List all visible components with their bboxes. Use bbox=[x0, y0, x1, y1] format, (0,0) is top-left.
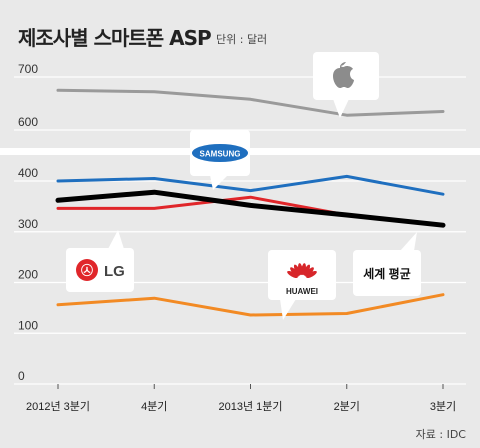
world-average-callout: 세계 평균 bbox=[353, 232, 421, 296]
y-tick-label-700: 700 bbox=[18, 62, 38, 76]
y-tick-label-300: 300 bbox=[18, 217, 38, 231]
samsung-callout: SAMSUNG bbox=[190, 130, 250, 190]
y-tick-label-100: 100 bbox=[18, 318, 38, 332]
huawei-callout: HUAWEI bbox=[268, 250, 336, 320]
huawei-logo-icon bbox=[287, 263, 317, 279]
lg-face-icon: ㉦ bbox=[81, 263, 93, 278]
y-tick-labels: 0 100 200 300 400 600 700 bbox=[18, 62, 38, 383]
y-tick-label-0: 0 bbox=[18, 369, 25, 383]
series-line-apple bbox=[56, 88, 445, 117]
x-tick-label: 2012년 3분기 bbox=[26, 400, 90, 413]
world-average-callout-box bbox=[353, 250, 421, 296]
x-tick-label: 3분기 bbox=[430, 400, 456, 413]
x-tick-label: 2013년 1분기 bbox=[218, 400, 282, 413]
samsung-logo-icon bbox=[192, 144, 248, 162]
lg-callout-pointer bbox=[108, 230, 124, 249]
grid-layer bbox=[14, 76, 466, 385]
lg-callout: ㉦ LG bbox=[66, 230, 134, 292]
lg-callout-box bbox=[66, 248, 134, 292]
samsung-label: SAMSUNG bbox=[200, 150, 241, 159]
lg-logo-icon bbox=[76, 259, 98, 281]
huawei-callout-pointer bbox=[280, 299, 296, 320]
source-note: 자료 : IDC bbox=[415, 428, 466, 441]
huawei-callout-box bbox=[268, 250, 336, 300]
y-tick-label-400: 400 bbox=[18, 166, 38, 180]
apple-callout-pointer bbox=[333, 99, 349, 118]
apple-callout bbox=[313, 52, 379, 118]
y-tick-label-600: 600 bbox=[18, 115, 38, 129]
world-average-callout-pointer bbox=[400, 232, 417, 251]
x-tick-label: 4분기 bbox=[141, 400, 167, 413]
world-average-label: 세계 평균 bbox=[363, 266, 411, 281]
series-line-world_average bbox=[55, 189, 446, 228]
y-tick-label-200: 200 bbox=[18, 268, 38, 282]
lg-label: LG bbox=[104, 263, 125, 280]
apple-logo-icon bbox=[333, 62, 354, 88]
chart-title: 제조사별 스마트폰 ASP bbox=[18, 26, 212, 50]
huawei-label: HUAWEI bbox=[286, 287, 318, 296]
x-tick-labels: 2012년 3분기 4분기 2013년 1분기 2분기 3분기 bbox=[26, 384, 456, 413]
unit-label: 단위 : 달러 bbox=[216, 33, 268, 46]
series-line-huawei bbox=[56, 293, 445, 317]
callouts: SAMSUNG ㉦ LG HUAWEI 세계 평균 bbox=[66, 52, 421, 320]
x-tick-label: 2분기 bbox=[334, 400, 360, 413]
samsung-callout-pointer bbox=[210, 175, 228, 190]
series-lines bbox=[55, 88, 446, 317]
series-line-samsung bbox=[56, 174, 445, 196]
